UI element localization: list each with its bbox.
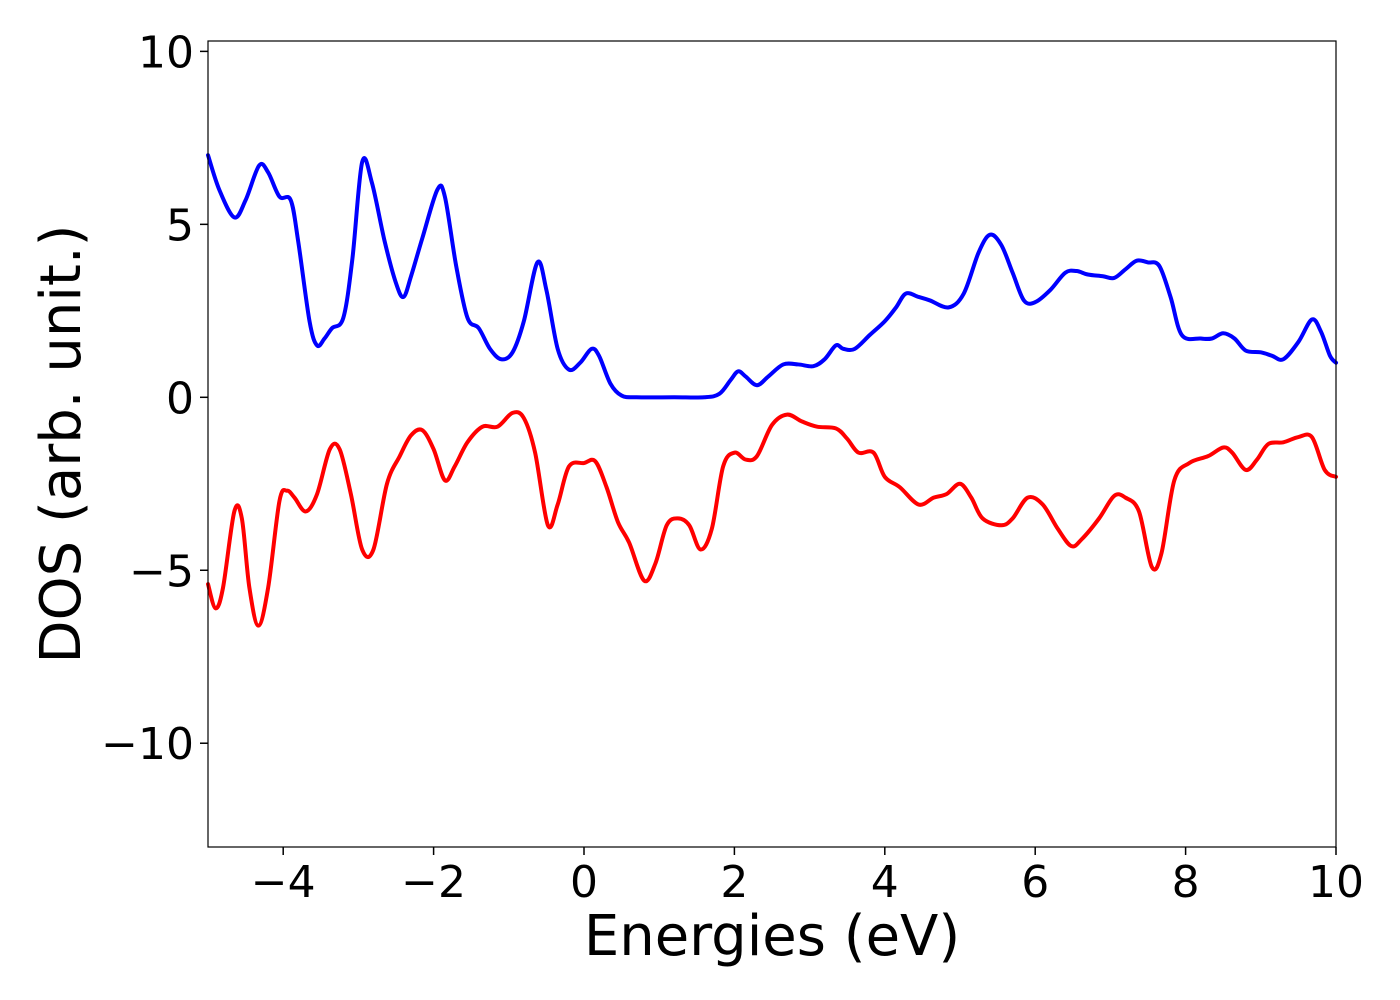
x-tick-label: −4: [251, 857, 316, 908]
y-tick-label: −5: [129, 546, 194, 597]
y-axis: −10 −5 0 5 10: [101, 27, 208, 770]
x-tick-label: 0: [570, 857, 598, 908]
y-tick-label: 10: [138, 27, 194, 78]
y-tick-label: −10: [101, 719, 194, 770]
plot-frame: [207, 40, 1337, 848]
x-tick-label: 2: [720, 857, 748, 908]
x-tick-label: 6: [1021, 857, 1049, 908]
x-axis: −4 −2 0 2 4 6 8 10: [251, 847, 1364, 908]
series-line-1: [206, 410, 1338, 628]
y-tick-label: 0: [166, 373, 194, 424]
y-axis-title: DOS (arb. unit.): [29, 224, 94, 663]
x-tick-label: 8: [1172, 857, 1200, 908]
series-line-0: [206, 153, 1338, 400]
series-layer: [206, 153, 1338, 628]
y-tick-label: 5: [166, 200, 194, 251]
x-tick-label: 10: [1308, 857, 1364, 908]
x-tick-label: 4: [871, 857, 899, 908]
x-tick-label: −2: [401, 857, 466, 908]
x-axis-title: Energies (eV): [584, 904, 960, 969]
